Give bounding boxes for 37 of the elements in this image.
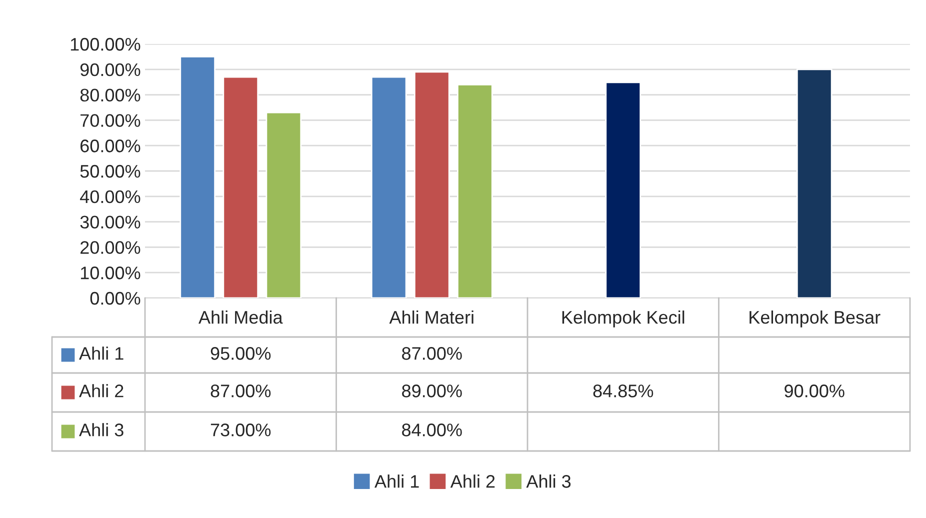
bar [222,76,259,298]
data-label: 84.85% [593,384,654,398]
y-tick-label: 50.00% [80,164,140,178]
data-label: 84.00% [402,424,462,436]
bar [180,56,216,298]
legend-label: Ahli 3 [526,474,571,488]
bar [457,84,493,298]
y-tick-label: 80.00% [80,88,140,102]
y-tick-label: 70.00% [80,114,140,127]
x-tick-label: Kelompok Besar [750,310,880,328]
data-label: 95.00% [210,347,271,360]
y-tick-label: 100.00% [70,38,140,51]
y-tick-label: 40.00% [80,190,140,204]
y-tick-label: 30.00% [80,216,140,229]
y-tick-label: 20.00% [80,241,140,254]
bar [266,112,302,298]
x-tick-label: Ahli Materi [389,310,474,324]
legend-label: Ahli 1 [79,346,124,360]
x-tick-label: Ahli Media [198,310,283,324]
x-tick-label: Kelompok Kecil [562,310,684,328]
text: Ahli 1 [374,474,419,488]
data-label: 73.00% [210,424,271,436]
y-tick-label: 0.00% [90,292,140,305]
bar [414,71,450,298]
y-tick-label: 10.00% [80,266,140,280]
y-tick-label: 90.00% [80,63,140,76]
text: Ahli 3 [79,423,124,436]
y-tick-label: 60.00% [80,140,140,152]
text: Ahli 2 [450,474,495,488]
bar [370,76,407,298]
data-label: 89.00% [402,384,462,398]
legend-label: Ahli 2 [79,384,124,398]
data-label: 87.00% [210,384,271,398]
bar [796,68,832,298]
data-label: 87.00% [402,347,462,360]
data-label: 90.00% [784,384,844,398]
bar [605,82,642,298]
